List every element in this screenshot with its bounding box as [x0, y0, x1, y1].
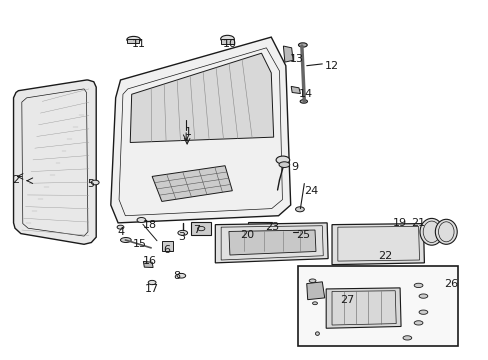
Text: 26: 26: [443, 279, 457, 289]
Polygon shape: [215, 223, 327, 263]
Ellipse shape: [298, 43, 306, 47]
Ellipse shape: [402, 336, 411, 340]
Text: 1: 1: [184, 127, 192, 137]
Ellipse shape: [308, 279, 315, 283]
Text: 6: 6: [163, 245, 170, 255]
Ellipse shape: [309, 289, 315, 292]
Ellipse shape: [418, 294, 427, 298]
Ellipse shape: [148, 280, 156, 285]
Bar: [297, 266, 458, 346]
Polygon shape: [111, 37, 290, 223]
Ellipse shape: [117, 225, 123, 229]
Text: 4: 4: [117, 227, 124, 237]
Bar: [126, 39, 139, 43]
Text: 18: 18: [142, 220, 157, 230]
Polygon shape: [306, 282, 324, 300]
Ellipse shape: [295, 207, 304, 212]
Text: 12: 12: [325, 61, 338, 71]
Text: 10: 10: [223, 39, 236, 49]
Polygon shape: [152, 166, 232, 202]
Text: 5: 5: [87, 179, 94, 189]
Ellipse shape: [413, 321, 422, 325]
Polygon shape: [14, 80, 96, 244]
Bar: [221, 39, 233, 44]
Ellipse shape: [178, 230, 187, 235]
Polygon shape: [325, 288, 400, 328]
Text: 17: 17: [145, 284, 159, 294]
Text: 23: 23: [264, 222, 278, 232]
Text: 2: 2: [12, 175, 20, 185]
Polygon shape: [130, 53, 273, 143]
Ellipse shape: [300, 100, 307, 103]
Text: 9: 9: [290, 162, 298, 172]
Polygon shape: [228, 230, 315, 255]
Text: 16: 16: [142, 256, 156, 266]
Ellipse shape: [126, 36, 140, 43]
Ellipse shape: [419, 219, 443, 245]
Ellipse shape: [177, 273, 185, 278]
Text: 15: 15: [133, 239, 147, 249]
Polygon shape: [290, 86, 300, 94]
Ellipse shape: [220, 35, 234, 42]
Ellipse shape: [434, 219, 456, 244]
Ellipse shape: [315, 332, 319, 336]
Ellipse shape: [91, 180, 99, 185]
Text: 25: 25: [295, 230, 309, 240]
Text: 22: 22: [378, 251, 392, 261]
Text: 24: 24: [304, 186, 318, 197]
Text: 21: 21: [411, 218, 425, 228]
Text: 20: 20: [240, 230, 253, 240]
Polygon shape: [283, 46, 292, 62]
Text: 19: 19: [392, 218, 407, 228]
Text: 27: 27: [340, 295, 354, 305]
Ellipse shape: [276, 156, 289, 164]
Text: 14: 14: [299, 89, 313, 99]
Text: 11: 11: [131, 39, 145, 49]
Ellipse shape: [413, 283, 422, 288]
Ellipse shape: [120, 238, 131, 243]
Polygon shape: [143, 261, 153, 267]
Text: 3: 3: [178, 232, 184, 242]
Text: 8: 8: [173, 271, 180, 282]
Bar: [191, 222, 211, 235]
Text: 13: 13: [289, 54, 304, 64]
Bar: [248, 222, 271, 234]
Ellipse shape: [137, 217, 145, 222]
Ellipse shape: [312, 302, 317, 305]
Bar: [162, 242, 172, 251]
Text: 7: 7: [193, 225, 200, 235]
Polygon shape: [331, 224, 424, 265]
Ellipse shape: [418, 310, 427, 314]
Ellipse shape: [279, 162, 289, 167]
